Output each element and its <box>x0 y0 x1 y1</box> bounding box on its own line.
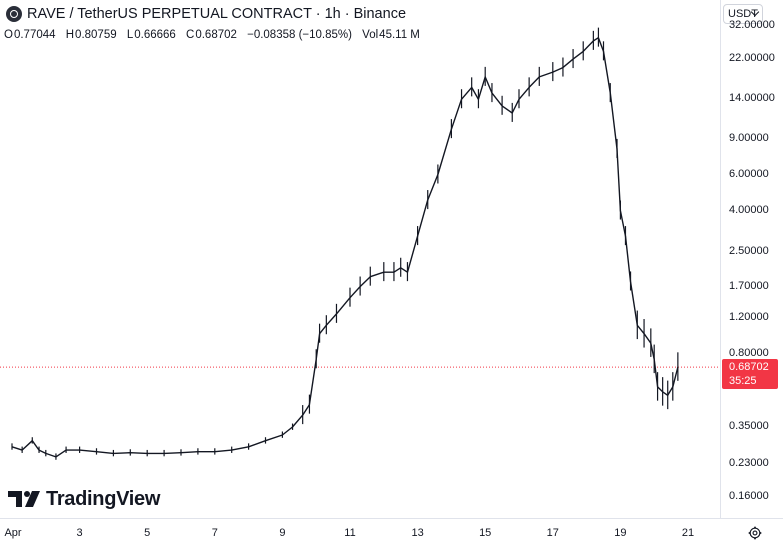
price-axis-tick: 0.80000 <box>729 346 769 359</box>
price-axis-tick: 1.20000 <box>729 310 769 323</box>
time-axis-tick: 17 <box>546 527 559 539</box>
time-axis-tick: 11 <box>344 527 356 539</box>
last-price-value: 0.68702 <box>729 361 769 374</box>
open-value: 0.77044 <box>13 29 56 41</box>
time-axis-tick: 9 <box>279 527 286 539</box>
change-value: −0.08358 (−10.85%) <box>247 29 352 41</box>
price-axis-tick: 2.50000 <box>729 245 769 258</box>
time-axis-tick: 13 <box>411 527 424 539</box>
price-axis-tick: 0.23000 <box>729 457 769 470</box>
close-value: 0.68702 <box>195 29 237 41</box>
price-chart[interactable] <box>0 0 720 518</box>
time-axis-tick: 7 <box>211 527 218 539</box>
settings-gear-icon[interactable] <box>748 526 762 540</box>
bar-countdown: 35:25 <box>729 375 757 388</box>
price-axis[interactable] <box>720 0 783 518</box>
price-line <box>11 37 679 458</box>
price-axis-tick: 22.00000 <box>729 52 775 65</box>
tradingview-logo-text: TradingView <box>46 488 161 510</box>
high-label: H <box>65 29 75 41</box>
time-axis-tick: 5 <box>144 527 151 539</box>
tradingview-logo-icon <box>8 491 40 507</box>
time-axis-tick: Apr <box>4 527 22 539</box>
currency-label: USDT <box>728 8 758 20</box>
price-axis-tick: 32.00000 <box>729 18 775 31</box>
price-series <box>11 27 679 460</box>
price-axis-tick: 1.70000 <box>729 279 769 292</box>
time-axis-tick: 21 <box>681 527 695 539</box>
time-axis[interactable] <box>0 518 783 544</box>
last-price-tag: 0.68702 35:25 <box>722 359 778 390</box>
volume-label: Vol <box>362 29 379 41</box>
low-value: 0.66666 <box>134 29 176 41</box>
volume-value: 45.11 M <box>379 29 420 41</box>
symbol-logo-icon <box>6 6 22 22</box>
low-label: L <box>126 29 134 41</box>
price-axis-tick: 0.16000 <box>729 489 769 502</box>
currency-selector[interactable]: USDT <box>723 4 763 24</box>
price-axis-tick: 0.35000 <box>729 420 769 432</box>
price-axis-tick: 4.00000 <box>729 203 769 216</box>
price-axis-tick: 14.00000 <box>729 92 775 105</box>
time-axis-tick: 19 <box>614 527 627 539</box>
symbol-title[interactable]: RAVE / TetherUS PERPETUAL CONTRACT · 1h … <box>27 6 407 22</box>
price-axis-tick: 6.00000 <box>729 167 769 180</box>
high-value: 0.80759 <box>75 29 117 41</box>
ohlc-legend: O0.77044 H0.80759 L0.66666 C0.68702 −0.0… <box>4 29 427 41</box>
time-axis-tick: 3 <box>76 527 83 539</box>
open-label: O <box>4 29 13 41</box>
close-label: C <box>186 29 195 41</box>
time-axis-tick: 15 <box>479 527 492 539</box>
price-axis-tick: 9.00000 <box>729 131 769 144</box>
chart-header: RAVE / TetherUS PERPETUAL CONTRACT · 1h … <box>0 0 720 48</box>
